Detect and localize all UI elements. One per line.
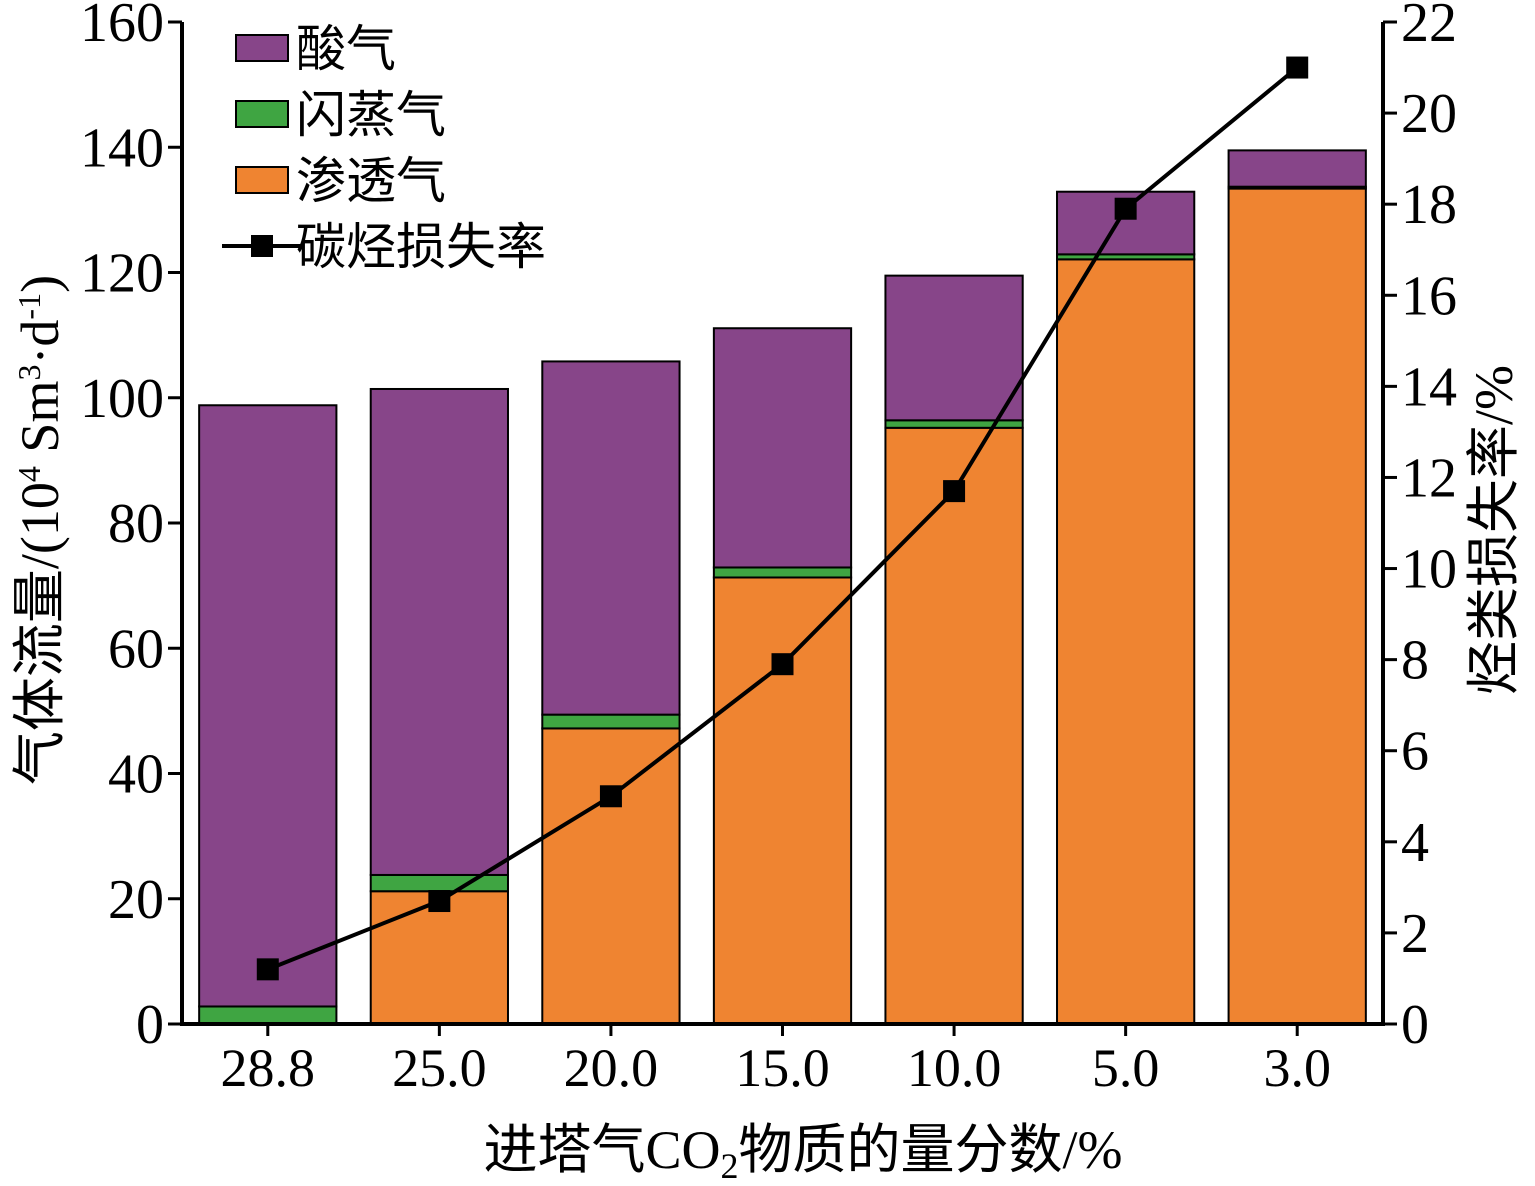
y-left-tick-label-2: 40: [108, 744, 164, 806]
y-left-tick-label-7: 140: [80, 117, 164, 179]
bar-segment-1-0: [198, 1005, 338, 1026]
y-right-tick-label-5: 10: [1401, 539, 1457, 601]
x-tick-label-2: 20.0: [564, 1038, 659, 1098]
legend-marker-3: [251, 235, 273, 257]
y-right-tick-label-6: 12: [1401, 447, 1457, 509]
x-tick-label-1: 25.0: [392, 1038, 487, 1098]
y-right-tick-label-11: 22: [1401, 0, 1457, 54]
y-left-axis-title: 气体流量/(104 Sm3·d-1): [10, 275, 70, 785]
legend-label-3: 碳烃损失率: [296, 219, 546, 275]
y-right-tick-label-9: 18: [1401, 174, 1457, 236]
y-right-tick-label-1: 2: [1401, 903, 1429, 965]
y-left-tick-label-1: 20: [108, 869, 164, 931]
y-right-tick-label-7: 14: [1401, 356, 1457, 418]
line-marker-4: [943, 480, 966, 503]
x-tick-label-6: 3.0: [1263, 1038, 1331, 1098]
legend-swatch-2: [235, 166, 289, 194]
line-layer: [256, 56, 1309, 981]
y-left-tick-label-4: 80: [108, 493, 164, 555]
bar-segment-0-1: [369, 890, 509, 1025]
bar-segment-2-4: [884, 274, 1024, 422]
bar-segment-0-2: [541, 727, 681, 1025]
legend-swatch-0: [235, 34, 289, 62]
bar-segment-0-6: [1227, 187, 1367, 1025]
bar-segment-0-3: [712, 576, 853, 1025]
bar-segment-1-4: [884, 419, 1024, 429]
line-marker-5: [1114, 197, 1137, 220]
line-marker-3: [771, 653, 794, 676]
bar-segment-1-2: [541, 713, 681, 730]
line-marker-1: [428, 890, 451, 913]
y-right-tick-label-0: 0: [1401, 994, 1429, 1056]
y-right-tick-label-8: 16: [1401, 265, 1457, 327]
y-left-tick-label-6: 120: [80, 243, 164, 305]
bar-segment-1-1: [369, 873, 509, 893]
x-axis-title: 进塔气CO2物质的量分数/%: [483, 1120, 1122, 1181]
bar-segment-2-3: [712, 327, 853, 569]
x-tick-label-3: 15.0: [735, 1038, 830, 1098]
y-left-tick-label-0: 0: [136, 994, 164, 1056]
y-right-tick-label-10: 20: [1401, 83, 1457, 145]
bar-segment-2-2: [541, 360, 681, 716]
legend-label-1: 闪蒸气: [296, 87, 446, 143]
line-marker-6: [1286, 56, 1309, 79]
y-right-tick-label-2: 4: [1401, 812, 1429, 874]
bars-layer: [198, 149, 1367, 1026]
bar-segment-2-0: [198, 404, 338, 1008]
legend-label-2: 渗透气: [296, 153, 446, 209]
bar-segment-1-3: [712, 566, 853, 579]
line-marker-2: [599, 785, 622, 808]
legend-label-0: 酸气: [296, 21, 396, 77]
line-marker-0: [256, 958, 279, 981]
bar-segment-0-4: [884, 426, 1024, 1025]
y-right-tick-label-3: 6: [1401, 721, 1429, 783]
y-right-axis-title: 烃类损失率/%: [1464, 365, 1524, 695]
bar-segment-2-6: [1227, 149, 1367, 188]
y-left-tick-label-3: 60: [108, 618, 164, 680]
x-tick-label-4: 10.0: [907, 1038, 1002, 1098]
legend-swatch-1: [235, 100, 289, 128]
y-right-tick-label-4: 8: [1401, 630, 1429, 692]
y-left-tick-label-5: 100: [80, 368, 164, 430]
bar-segment-2-1: [369, 387, 509, 876]
x-tick-label-5: 5.0: [1092, 1038, 1160, 1098]
x-tick-label-0: 28.8: [221, 1038, 316, 1098]
bar-segment-0-5: [1056, 258, 1196, 1025]
axes-layer: 0 20 40 60 80 100 120 140 160 0 2 4 6 8 10 12 14 16 18 20 22…: [80, 0, 1457, 1098]
y-left-tick-label-8: 160: [80, 0, 164, 54]
